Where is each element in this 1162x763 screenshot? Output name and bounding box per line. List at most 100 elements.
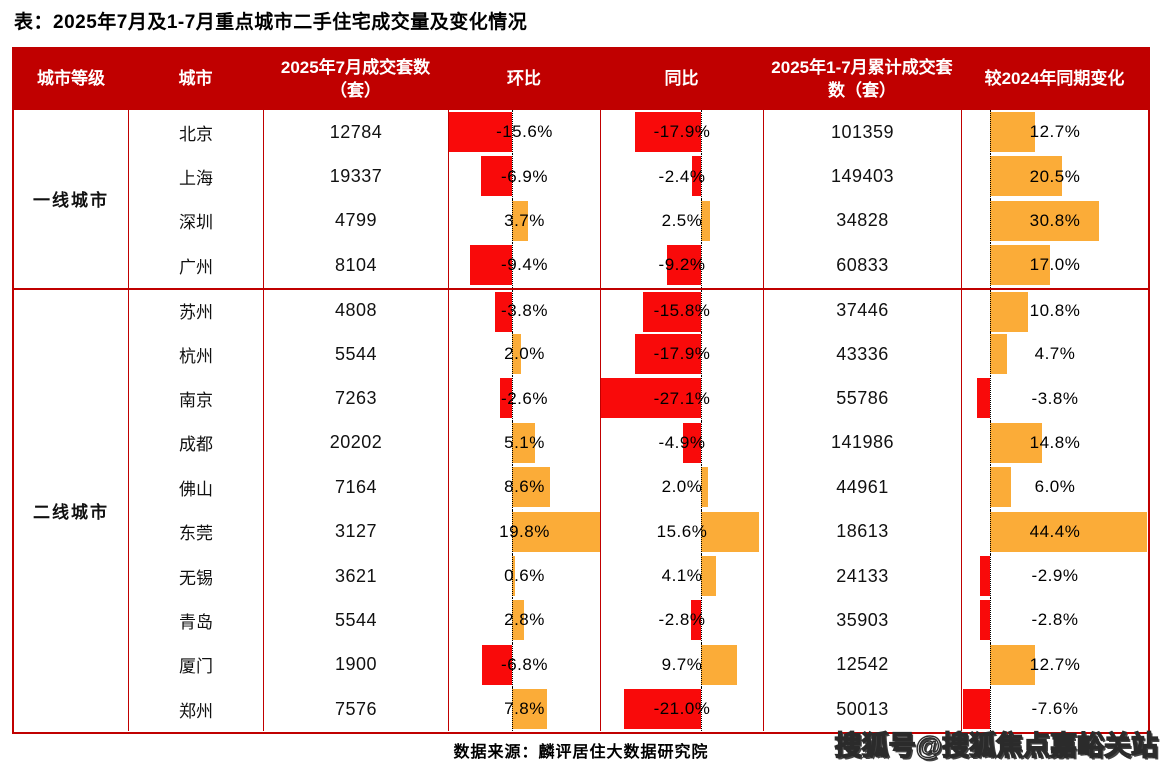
zero-baseline [512, 110, 513, 155]
ytd-bar-cell: 12.7% [961, 110, 1148, 155]
city-cell: 佛山 [128, 465, 263, 510]
city-cell: 厦门 [128, 642, 263, 688]
percent-label: 8.6% [504, 477, 545, 497]
negative-bar [963, 689, 990, 730]
zero-baseline [990, 420, 991, 466]
positive-bar [990, 112, 1035, 152]
percent-label: -2.9% [1031, 566, 1079, 586]
yoy-bar-cell: -2.4% [600, 154, 763, 199]
ytd-bar-cell: 10.8% [961, 287, 1148, 332]
zero-baseline [990, 243, 991, 288]
negative-bar [449, 112, 512, 152]
positive-bar [701, 555, 717, 596]
negative-bar [976, 378, 990, 419]
percent-label: 17.0% [1029, 255, 1081, 275]
zero-baseline [990, 687, 991, 732]
zero-baseline [990, 553, 991, 599]
percent-label: 7.8% [504, 699, 545, 719]
negative-bar [481, 644, 512, 685]
percent-label: -17.9% [653, 122, 711, 142]
percent-label: -15.6% [496, 122, 553, 142]
percent-label: 2.0% [661, 477, 703, 497]
mom-bar-cell: -6.8% [448, 642, 600, 688]
zero-baseline [701, 376, 702, 421]
data-table: 城市等级 城市 2025年7月成交套数（套） 环比 同比 2025年1-7月累计… [12, 47, 1150, 734]
header-yoy: 同比 [600, 49, 763, 110]
mom-bar-cell: 7.8% [448, 687, 600, 732]
positive-bar [512, 511, 600, 552]
cum-volume-cell: 24133 [763, 553, 961, 599]
mom-bar-cell: -2.6% [448, 376, 600, 421]
jul-volume-cell: 20202 [263, 420, 448, 466]
zero-baseline [512, 198, 513, 244]
yoy-bar-cell: -9.2% [600, 243, 763, 288]
negative-bar [682, 422, 701, 463]
negative-bar [980, 600, 990, 641]
tier-cell-tier1: 一线城市 [33, 191, 109, 211]
positive-bar [990, 422, 1043, 463]
positive-bar [701, 644, 737, 685]
zero-baseline [701, 598, 702, 643]
yoy-bar-cell: -27.1% [600, 376, 763, 421]
jul-volume-cell: 7263 [263, 376, 448, 421]
negative-bar [642, 291, 701, 332]
city-cell: 北京 [128, 110, 263, 155]
cum-volume-cell: 44961 [763, 465, 961, 510]
ytd-bar-cell: 44.4% [961, 509, 1148, 554]
zero-baseline [701, 243, 702, 288]
mom-bar-cell: 5.1% [448, 420, 600, 466]
percent-label: -6.8% [501, 654, 548, 674]
percent-label: 14.8% [1029, 432, 1081, 452]
percent-label: 2.0% [504, 344, 545, 364]
yoy-bar-cell: -15.8% [600, 287, 763, 332]
city-cell: 东莞 [128, 509, 263, 554]
positive-bar [512, 422, 535, 463]
zero-baseline [701, 198, 702, 244]
mom-bar-cell: -15.6% [448, 110, 600, 155]
percent-label: 3.7% [504, 210, 545, 230]
percent-label: -3.8% [501, 300, 548, 320]
percent-label: -2.4% [658, 166, 706, 186]
zero-baseline [512, 331, 513, 377]
positive-bar [990, 511, 1147, 552]
zero-baseline [990, 289, 991, 332]
negative-bar [495, 291, 512, 332]
percent-label: 6.0% [1034, 477, 1076, 497]
ytd-bar-cell: -7.6% [961, 687, 1148, 732]
percent-label: -3.8% [1031, 388, 1079, 408]
percent-label: -2.8% [1031, 610, 1079, 630]
ytd-bar-cell: 20.5% [961, 154, 1148, 199]
zero-baseline [701, 331, 702, 377]
city-cell: 青岛 [128, 598, 263, 643]
negative-bar [634, 112, 701, 152]
zero-baseline [512, 154, 513, 199]
zero-baseline [701, 289, 702, 332]
percent-label: 2.5% [661, 210, 703, 230]
percent-label: 5.1% [504, 432, 545, 452]
yoy-bar-cell: -17.9% [600, 331, 763, 377]
percent-label: 4.1% [661, 566, 703, 586]
cum-volume-cell: 149403 [763, 154, 961, 199]
city-cell: 郑州 [128, 687, 263, 732]
ytd-bar-cell: -2.9% [961, 553, 1148, 599]
zero-baseline [701, 509, 702, 554]
zero-baseline [701, 154, 702, 199]
mom-bar-cell: -3.8% [448, 287, 600, 332]
negative-bar [470, 245, 512, 286]
mom-bar-cell: -9.4% [448, 243, 600, 288]
jul-volume-cell: 3127 [263, 509, 448, 554]
city-cell: 上海 [128, 154, 263, 199]
positive-bar [990, 467, 1012, 508]
cum-volume-cell: 55786 [763, 376, 961, 421]
zero-baseline [701, 465, 702, 510]
zero-baseline [701, 553, 702, 599]
negative-bar [601, 378, 701, 419]
cum-volume-cell: 60833 [763, 243, 961, 288]
yoy-bar-cell: -4.9% [600, 420, 763, 466]
percent-label: 10.8% [1029, 300, 1081, 320]
jul-volume-cell: 1900 [263, 642, 448, 688]
zero-baseline [512, 509, 513, 554]
ytd-bar-cell: 30.8% [961, 198, 1148, 244]
positive-bar [512, 600, 525, 641]
city-cell: 广州 [128, 243, 263, 288]
